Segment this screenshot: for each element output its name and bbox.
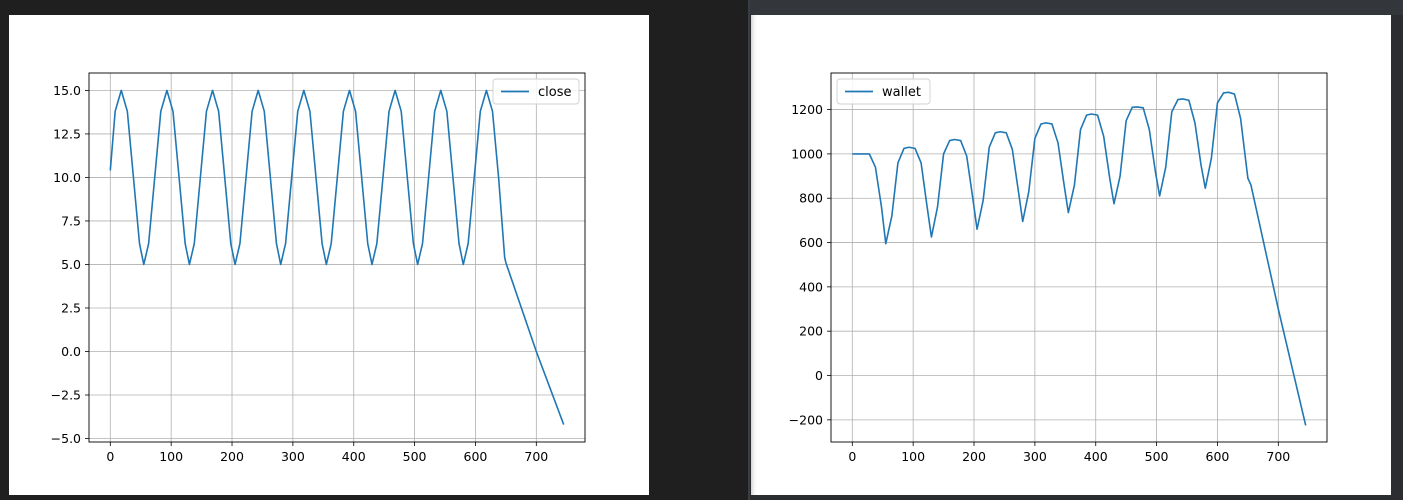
x-tick-label: 400 — [1084, 449, 1108, 464]
y-tick-label: 0.0 — [61, 344, 81, 359]
wallet-chart: 0 100 200 300 400 500 600 700 −200 0 200 400 600 800 1… — [789, 72, 1328, 464]
y-tick-label: 0 — [815, 368, 823, 383]
x-tick-label: 500 — [1145, 449, 1169, 464]
y-tick-label: 5.0 — [61, 257, 81, 272]
y-tick-label: 1000 — [791, 146, 823, 161]
grid — [831, 73, 1327, 442]
legend: wallet — [836, 78, 931, 105]
x-tick-label: 300 — [281, 449, 305, 464]
series-line-close — [109, 89, 565, 425]
y-tick-label: −5.0 — [51, 431, 81, 446]
legend-label: wallet — [882, 85, 921, 100]
x-tick-label: 0 — [848, 449, 856, 464]
panel-divider[interactable] — [748, 0, 750, 500]
y-tick-label: 400 — [799, 279, 823, 294]
close-chart: 0 100 200 300 400 500 600 700 −5.0 −2.5 0.0 2.5 5.0 7… — [51, 72, 586, 464]
x-tick-label: 700 — [524, 449, 548, 464]
x-tick-label: 600 — [464, 449, 488, 464]
x-tick-label: 100 — [901, 449, 925, 464]
close-figure: 0 100 200 300 400 500 600 700 −5.0 −2.5 0.0 2.5 5.0 7… — [9, 15, 649, 495]
x-tick-label: 200 — [220, 449, 244, 464]
x-tick-label: 500 — [403, 449, 427, 464]
x-tick-label: 100 — [159, 449, 183, 464]
y-tick-label: 10.0 — [53, 170, 81, 185]
grid — [89, 73, 585, 442]
y-tick-label: 2.5 — [61, 300, 81, 315]
axes-frame — [830, 72, 1328, 443]
legend-box — [836, 78, 931, 105]
x-tick-label: 200 — [962, 449, 986, 464]
series-line-wallet — [852, 91, 1307, 426]
y-tick-label: 12.5 — [53, 126, 81, 141]
wallet-figure: 0 100 200 300 400 500 600 700 −200 0 200 400 600 800 1… — [751, 15, 1391, 495]
legend-label: close — [538, 85, 571, 100]
legend: close — [492, 78, 580, 105]
legend-box — [492, 78, 580, 105]
x-tick-label: 400 — [342, 449, 366, 464]
right-panel-topbar — [750, 0, 1403, 15]
x-tick-label: 600 — [1206, 449, 1230, 464]
y-tick-label: −2.5 — [51, 388, 81, 403]
y-tick-label: 7.5 — [61, 213, 81, 228]
axes-frame — [88, 72, 586, 443]
y-tick-label: 800 — [799, 191, 823, 206]
x-tick-label: 700 — [1266, 449, 1290, 464]
y-tick-label: 600 — [799, 235, 823, 250]
y-tick-label: 15.0 — [53, 83, 81, 98]
x-tick-label: 300 — [1023, 449, 1047, 464]
x-tick-label: 0 — [106, 449, 114, 464]
y-tick-label: −200 — [789, 412, 823, 427]
y-tick-label: 1200 — [791, 102, 823, 117]
y-tick-label: 200 — [799, 324, 823, 339]
